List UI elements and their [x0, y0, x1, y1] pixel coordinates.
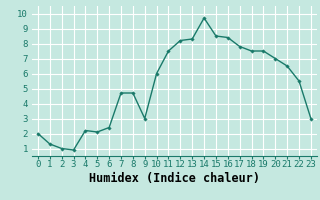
- X-axis label: Humidex (Indice chaleur): Humidex (Indice chaleur): [89, 172, 260, 185]
